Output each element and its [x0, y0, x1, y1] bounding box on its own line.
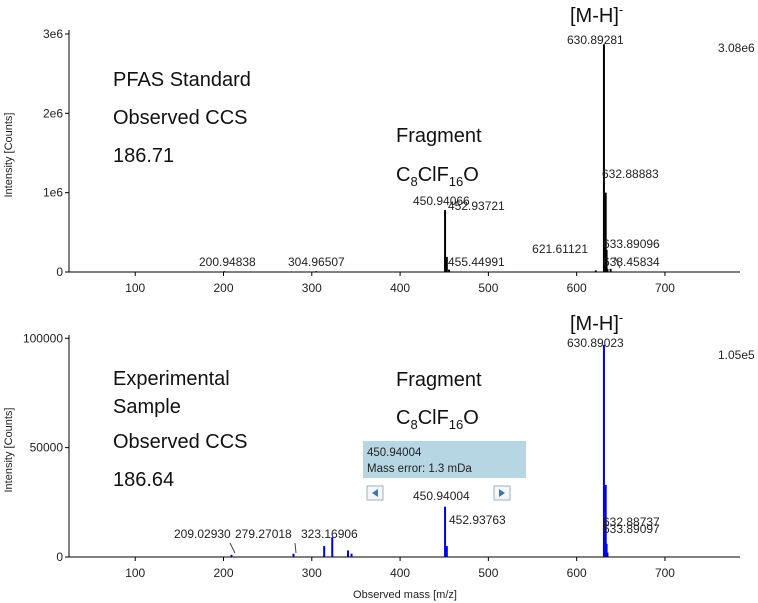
peak-label-group: 630.89281 632.88883 633.89096 638.45834 621.… [199, 33, 660, 269]
peak-label: 209.02930 [174, 527, 231, 541]
label-leader [614, 256, 621, 269]
x-tick-group: 100 200 300 400 500 600 700 [125, 272, 675, 295]
tooltip-title: 450.94004 [367, 447, 422, 459]
x-tick-label: 100 [125, 281, 145, 295]
y-tick-group: 0 50000 100000 [23, 331, 69, 564]
x-tick-label: 400 [390, 566, 410, 580]
y-axis-title: Intensity [Counts] [3, 408, 15, 493]
max-intensity-label: 1.05e5 [718, 348, 755, 362]
ccs-value: 186.71 [113, 145, 174, 167]
x-tick-label: 300 [302, 281, 322, 295]
peak-label: 638.45834 [603, 255, 660, 269]
fragment-formula: C8ClF16O [396, 164, 479, 189]
x-tick-label: 500 [478, 281, 498, 295]
peak-label: 630.89281 [567, 33, 624, 47]
peak-label: 632.88737 [603, 515, 660, 529]
sample-name-line2: Sample [113, 396, 181, 418]
x-tick-label: 600 [567, 281, 587, 295]
spectrum-panel-experimental: 100 200 300 400 500 600 700 0 50000 100000 630.8… [3, 310, 755, 601]
x-tick-label: 300 [302, 566, 322, 580]
peak-tooltip[interactable]: 450.94004 Mass error: 1.3 mDa [363, 441, 526, 501]
sample-name-line3: Observed CCS [113, 431, 248, 453]
fragment-label: Fragment [396, 369, 482, 391]
ccs-value: 186.64 [113, 469, 174, 491]
peak-label: 304.96507 [288, 255, 345, 269]
sample-name-line2: Observed CCS [113, 107, 248, 129]
y-tick-label: 2e6 [43, 106, 63, 120]
sample-name-line1: PFAS Standard [113, 69, 251, 91]
x-tick-label: 200 [213, 281, 233, 295]
peak-label: 633.89096 [603, 237, 660, 251]
x-tick-label: 700 [655, 566, 675, 580]
peak-group [230, 344, 609, 557]
right-arrow-icon[interactable] [493, 485, 511, 501]
peak-label: 633.89097 [603, 522, 660, 536]
sample-name-line1: Experimental [113, 368, 230, 390]
peak-label: 630.89023 [567, 336, 624, 350]
max-intensity-label: 3.08e6 [718, 41, 755, 55]
label-leader [229, 542, 236, 554]
x-tick-label: 600 [567, 566, 587, 580]
peak-label: 450.94004 [413, 489, 470, 503]
x-tick-label: 400 [390, 281, 410, 295]
peak-label: 452.93721 [448, 199, 505, 213]
peak-label: 452.93763 [449, 513, 506, 527]
x-tick-label: 700 [655, 281, 675, 295]
x-axis-title: Observed mass [m/z] [353, 589, 457, 601]
spectrum-panel-standard: 100 200 300 400 500 600 700 0 1e6 2e6 3e6 630.892… [3, 2, 755, 295]
x-tick-group: 100 200 300 400 500 600 700 [125, 557, 675, 580]
peak-group [223, 44, 612, 272]
peak-label: 621.61121 [532, 242, 588, 256]
label-leader [294, 542, 297, 554]
tooltip-mass-error: Mass error: 1.3 mDa [367, 463, 472, 475]
fragment-label: Fragment [396, 125, 482, 147]
y-tick-label: 0 [56, 550, 63, 564]
x-tick-label: 100 [125, 566, 145, 580]
peak-label: 450.94066 [413, 194, 470, 208]
left-arrow-icon[interactable] [366, 485, 384, 501]
fragment-formula: C8ClF16O [396, 407, 479, 432]
y-tick-label: 50000 [30, 441, 64, 455]
peak-label: 200.94838 [199, 255, 256, 269]
tooltip-box [363, 441, 526, 478]
ion-label: [M-H]- [570, 2, 623, 27]
y-tick-label: 0 [56, 265, 63, 279]
peak-label: 455.44991 [448, 255, 505, 269]
ion-label: [M-H]- [570, 310, 623, 335]
peak-label: 632.88883 [602, 167, 659, 181]
y-axis-title: Intensity [Counts] [3, 113, 15, 198]
y-tick-label: 1e6 [43, 186, 63, 200]
x-tick-label: 500 [478, 566, 498, 580]
y-tick-group: 0 1e6 2e6 3e6 [43, 27, 69, 279]
y-tick-label: 3e6 [43, 27, 63, 41]
peak-label: 279.27018 [235, 527, 292, 541]
peak-label: 323.16906 [301, 527, 358, 541]
y-tick-label: 100000 [23, 331, 63, 345]
x-tick-label: 200 [213, 566, 233, 580]
